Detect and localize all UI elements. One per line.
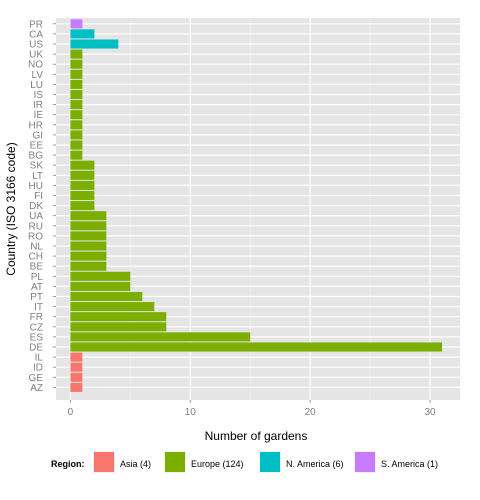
legend-swatch-europe (165, 452, 185, 472)
bar-fi (70, 190, 95, 201)
y-tick-label: FR (30, 312, 43, 323)
y-tick-label: LV (32, 70, 44, 81)
bar-ru (70, 221, 107, 231)
y-tick-label: GE (29, 373, 44, 384)
legend-swatch-namerica (260, 452, 280, 472)
y-tick-label: SK (30, 161, 44, 172)
x-tick-labels: 0 10 20 30 (68, 400, 436, 418)
y-tick-labels: PRCAUSUKNOLVLUISIRIEHRGIEEBGSKLTHUFIDKUA… (28, 19, 56, 394)
y-tick-label: IS (34, 90, 44, 101)
y-tick-label: LU (30, 80, 43, 91)
y-tick-label: UK (29, 50, 43, 61)
legend-swatch-asia (94, 452, 114, 472)
bar-az (70, 382, 83, 392)
bar-at (70, 281, 131, 291)
bar-ge (70, 372, 83, 382)
bar-ro (70, 231, 107, 241)
bar-no (70, 59, 83, 69)
bar-hu (70, 180, 95, 190)
bar-ee (70, 140, 83, 150)
x-axis-title: Number of gardens (205, 429, 308, 443)
y-tick-label: ES (30, 332, 44, 343)
y-tick-label: DE (29, 343, 43, 354)
y-tick-label: IL (35, 353, 44, 364)
y-tick-label: CZ (30, 322, 43, 333)
y-axis-title: Country (ISO 3166 code) (4, 142, 18, 275)
bar-pr (70, 19, 83, 29)
y-tick-label: HU (29, 181, 43, 192)
legend-swatch-samerica (355, 452, 375, 472)
y-tick-label: BG (29, 151, 44, 162)
x-tick-label: 0 (68, 407, 74, 418)
bar-es (70, 332, 251, 342)
y-tick-label: US (29, 40, 43, 51)
y-tick-label: HR (29, 120, 43, 131)
y-tick-label: RU (29, 221, 43, 232)
bar-pt (70, 291, 143, 302)
bar-lt (70, 170, 95, 180)
y-tick-label: CH (29, 252, 43, 263)
y-tick-label: PR (29, 19, 43, 30)
bar-bg (70, 150, 83, 160)
bar-fr (70, 312, 167, 322)
y-tick-label: NO (28, 60, 43, 71)
x-tick-label: 20 (305, 407, 317, 418)
y-tick-label: ID (33, 363, 43, 374)
legend-label-europe: Europe (124) (191, 459, 244, 469)
legend: Region: Asia (4) Europe (124) N. America (… (51, 451, 438, 473)
bar-lv (70, 69, 83, 79)
y-tick-label: PL (31, 272, 44, 283)
bar-hr (70, 120, 83, 130)
bar-ch (70, 251, 107, 261)
bar-nl (70, 241, 107, 251)
y-tick-label: UA (29, 211, 43, 222)
y-tick-label: DK (29, 201, 43, 212)
bar-is (70, 89, 83, 100)
bar-ua (70, 211, 107, 221)
y-tick-label: RO (28, 231, 43, 242)
legend-label-namerica: N. America (6) (286, 459, 344, 469)
bar-ir (70, 100, 83, 110)
bar-ie (70, 110, 83, 120)
bar-de (70, 342, 443, 352)
y-tick-label: LT (32, 171, 43, 182)
y-tick-label: AZ (30, 383, 43, 394)
bar-gi (70, 130, 83, 140)
y-tick-label: IE (34, 110, 44, 121)
bar-be (70, 261, 107, 271)
bar-lu (70, 79, 83, 89)
y-tick-label: PT (30, 292, 43, 303)
bar-id (70, 362, 83, 372)
legend-label-asia: Asia (4) (120, 459, 151, 469)
y-tick-label: IR (33, 100, 43, 111)
y-tick-label: BE (30, 262, 44, 273)
bars (70, 19, 443, 392)
bar-dk (70, 201, 95, 211)
bar-sk (70, 160, 95, 170)
x-tick-label: 10 (185, 407, 197, 418)
legend-title: Region: (51, 459, 85, 469)
y-tick-label: FI (34, 191, 43, 202)
bar-ca (70, 29, 95, 39)
grid-lines (56, 18, 460, 400)
bar-pl (70, 271, 131, 281)
bar-it (70, 302, 155, 312)
x-tick-label: 30 (424, 407, 436, 418)
bar-il (70, 352, 83, 362)
y-tick-label: AT (31, 282, 43, 293)
y-tick-label: GI (32, 130, 43, 141)
legend-label-samerica: S. America (1) (381, 459, 438, 469)
bar-cz (70, 322, 167, 332)
y-tick-label: CA (29, 29, 43, 40)
y-tick-label: EE (30, 141, 44, 152)
bar-us (70, 39, 119, 49)
y-tick-label: NL (30, 242, 43, 253)
y-tick-label: IT (34, 302, 43, 313)
bar-uk (70, 49, 83, 59)
